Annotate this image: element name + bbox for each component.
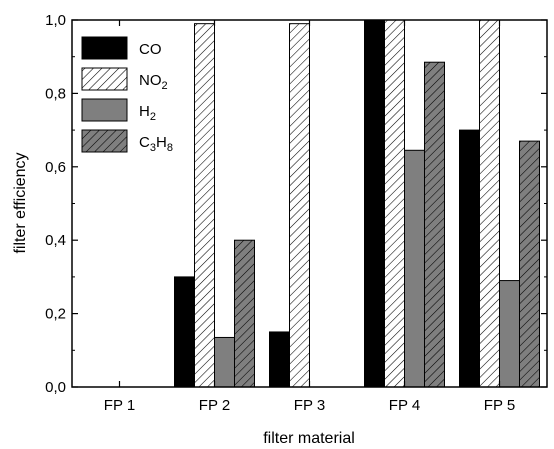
- legend-label-no2: NO2: [139, 72, 168, 92]
- y-tick-label: 0,0: [45, 379, 66, 396]
- bar-co-fp5: [459, 129, 480, 388]
- bar-h2-fp2: [214, 336, 235, 388]
- legend-swatch-co: [81, 36, 128, 60]
- y-axis-label: filter efficiency: [12, 152, 29, 253]
- legend-swatch-no2: [81, 67, 128, 91]
- x-tick-label: FP 5: [484, 397, 515, 414]
- y-axis: 0,0 0,2 0,4 0,6 0,8 1,0: [45, 12, 547, 396]
- bar-no2-fp3: [289, 23, 310, 388]
- bar-co-fp4: [364, 19, 385, 388]
- y-tick-label: 0,8: [45, 85, 66, 102]
- legend-swatch-h2: [81, 98, 128, 122]
- y-tick-label: 0,6: [45, 159, 66, 176]
- bar-c3h8-fp5: [519, 140, 540, 388]
- y-tick-label: 0,2: [45, 306, 66, 323]
- legend-label-c3h8: C3H8: [139, 134, 173, 154]
- x-tick-label: FP 3: [294, 397, 325, 414]
- x-tick-label: FP 2: [199, 397, 230, 414]
- y-tick-label: 1,0: [45, 12, 66, 29]
- y-tick-label: 0,4: [45, 232, 66, 249]
- bars-group: [174, 19, 540, 388]
- x-tick-label: FP 4: [389, 397, 420, 414]
- legend-label-co: CO: [139, 41, 162, 58]
- bar-c3h8-fp2: [234, 239, 255, 388]
- x-axis-label: filter material: [263, 430, 355, 447]
- bar-co-fp3: [269, 331, 290, 388]
- bar-h2-fp5: [499, 280, 520, 388]
- bar-no2-fp5: [479, 19, 500, 388]
- x-axis: FP 1 FP 2 FP 3 FP 4 FP 5: [104, 20, 515, 414]
- legend-label-h2: H2: [139, 103, 156, 123]
- bar-h2-fp4: [404, 149, 425, 388]
- bar-co-fp2: [174, 276, 195, 388]
- legend: CO NO2 H2 C3H8: [81, 36, 173, 154]
- legend-swatch-c3h8: [81, 129, 128, 153]
- x-tick-label: FP 1: [104, 397, 135, 414]
- bar-c3h8-fp4: [424, 61, 445, 388]
- bar-no2-fp2: [194, 23, 215, 388]
- bar-no2-fp4: [384, 19, 405, 388]
